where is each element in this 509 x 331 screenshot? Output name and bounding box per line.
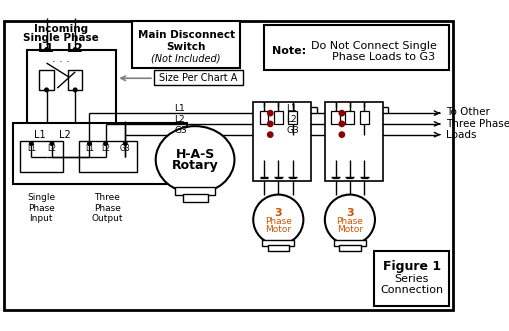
- Text: . . .: . . .: [52, 54, 70, 64]
- Bar: [264, 25, 448, 70]
- Circle shape: [267, 121, 272, 126]
- Circle shape: [123, 142, 127, 145]
- Circle shape: [338, 132, 344, 137]
- Text: Rotary: Rotary: [172, 160, 218, 172]
- Text: Size Per Chart A: Size Per Chart A: [159, 73, 237, 83]
- Text: Figure 1: Figure 1: [382, 260, 440, 273]
- Text: L1: L1: [38, 42, 55, 55]
- Bar: [259, 111, 268, 124]
- Text: (Not Included): (Not Included): [151, 54, 220, 64]
- Text: Switch: Switch: [166, 42, 206, 52]
- Bar: [333, 240, 365, 246]
- Bar: [324, 102, 382, 181]
- Text: L1: L1: [286, 104, 297, 113]
- Bar: [253, 102, 311, 181]
- Bar: [330, 111, 340, 124]
- Bar: [175, 187, 214, 195]
- Text: To Other
Three Phase
Loads: To Other Three Phase Loads: [445, 107, 509, 140]
- Circle shape: [30, 142, 33, 145]
- Text: Phase: Phase: [264, 217, 291, 226]
- Text: Series: Series: [393, 274, 428, 284]
- Bar: [132, 21, 239, 68]
- Text: H-A-S: H-A-S: [175, 148, 214, 161]
- Text: L2: L2: [286, 115, 296, 124]
- Bar: [267, 245, 289, 251]
- Text: L1: L1: [34, 130, 45, 140]
- Circle shape: [45, 88, 48, 92]
- Ellipse shape: [155, 126, 234, 193]
- Circle shape: [338, 111, 344, 116]
- Ellipse shape: [253, 195, 303, 245]
- Text: 3: 3: [274, 209, 281, 218]
- Text: G3: G3: [286, 126, 298, 135]
- Bar: [262, 240, 294, 246]
- Text: L1: L1: [85, 144, 94, 153]
- Circle shape: [338, 121, 344, 126]
- Text: Phase: Phase: [336, 217, 362, 226]
- Text: L2: L2: [67, 42, 83, 55]
- Text: L2: L2: [47, 144, 56, 153]
- Text: G3: G3: [174, 126, 187, 135]
- Bar: [13, 123, 187, 184]
- Circle shape: [45, 48, 48, 51]
- Text: Three
Phase
Output: Three Phase Output: [92, 193, 123, 223]
- Text: Incoming: Incoming: [34, 24, 88, 34]
- Bar: [182, 194, 207, 202]
- Bar: [373, 251, 448, 307]
- Circle shape: [267, 132, 272, 137]
- Text: Single Phase: Single Phase: [23, 33, 99, 43]
- Bar: [27, 50, 116, 124]
- Text: Motor: Motor: [265, 225, 291, 234]
- Bar: [68, 70, 82, 90]
- Circle shape: [50, 142, 53, 145]
- Text: L2: L2: [174, 115, 185, 124]
- Bar: [338, 245, 360, 251]
- Text: Do Not Connect Single
        Phase Loads to G3: Do Not Connect Single Phase Loads to G3: [304, 41, 436, 62]
- Text: L2: L2: [59, 130, 70, 140]
- Circle shape: [73, 48, 77, 51]
- Text: Main Disconnect: Main Disconnect: [137, 30, 234, 40]
- Circle shape: [104, 142, 107, 145]
- Bar: [39, 70, 53, 90]
- Bar: [78, 141, 136, 172]
- Text: G3: G3: [120, 144, 130, 153]
- Circle shape: [88, 142, 91, 145]
- Bar: [154, 70, 243, 85]
- Ellipse shape: [324, 195, 374, 245]
- Bar: [20, 141, 63, 172]
- Text: L2: L2: [101, 144, 110, 153]
- Circle shape: [267, 111, 272, 116]
- Text: Motor: Motor: [336, 225, 362, 234]
- Text: L1: L1: [27, 144, 36, 153]
- Text: Connection: Connection: [379, 285, 442, 295]
- Text: Single
Phase
Input: Single Phase Input: [27, 193, 55, 223]
- Circle shape: [73, 88, 77, 92]
- Text: Note:: Note:: [271, 46, 305, 56]
- Bar: [345, 111, 354, 124]
- Text: 3: 3: [346, 209, 353, 218]
- Bar: [273, 111, 282, 124]
- Text: L1: L1: [174, 104, 185, 113]
- Bar: [288, 111, 297, 124]
- Bar: [359, 111, 368, 124]
